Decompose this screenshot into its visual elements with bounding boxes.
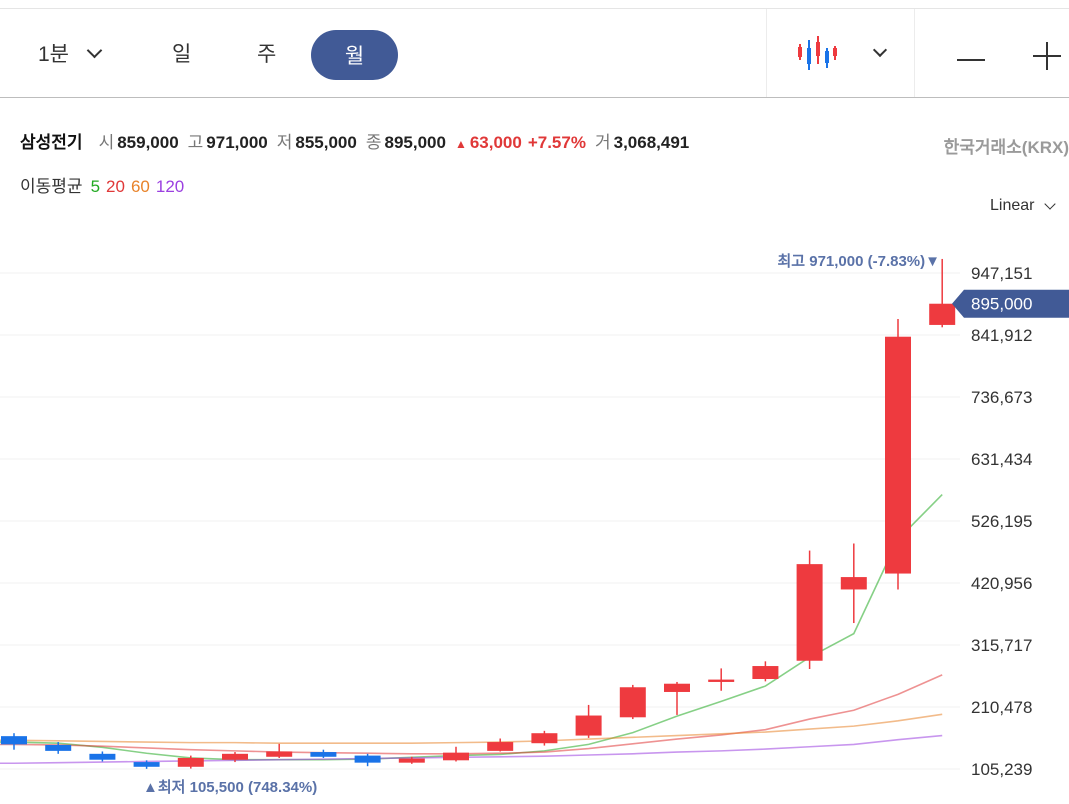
ma-line-60 [0,713,943,745]
ma-period-5: 5 [90,177,101,196]
current-price-label: 895,000 [971,295,1032,314]
candle-body [443,752,469,761]
candle-body [310,752,337,757]
timeframe-week-button[interactable]: 주 [257,43,277,66]
candle-body [796,564,823,661]
quote-summary: 삼성전기 시 859,000 고 971,000 저 855,000 종 895… [20,128,698,153]
candle-body [840,577,867,590]
candle-body [354,755,381,763]
candle-body [487,742,514,751]
candle-body [266,751,293,757]
timeframe-month-button[interactable]: 월 [311,30,398,80]
candle-body [619,687,646,718]
high-value: 971,000 [206,133,268,152]
close-value: 895,000 [384,133,446,152]
y-axis: 947,151 841,912 736,673 631,434 526,195 420,9… [971,264,1032,779]
y-tick-label: 526,195 [971,512,1032,531]
candle-body [885,336,911,574]
moving-average-legend[interactable]: 이동평균 5 20 60 120 [20,172,190,197]
candle-body [89,753,116,760]
y-tick-label: 210,478 [971,698,1032,717]
timeframe-day-button[interactable]: 일 [172,43,192,66]
low-marker-label: ▲최저 105,500 (748.34%) [143,778,317,796]
moving-average-label: 이동평균 [20,177,83,196]
volume-value: 3,068,491 [613,133,690,152]
high-label: 고 [187,133,204,152]
timeframe-minute-label: 1분 [38,43,69,66]
current-price-badge [952,289,1069,318]
ma-period-20: 20 [106,177,125,196]
change-value: 63,000 [469,133,522,152]
candle-body [45,744,72,751]
y-tick-label: 315,717 [971,636,1032,655]
candlestick-icon [798,36,837,70]
candle-body [575,715,602,736]
ma-line-120 [0,734,943,765]
close-label: 종 [365,133,382,152]
current-price-tag: 895,000 [952,289,1069,318]
high-marker-label: 최고 971,000 (-7.83%)▼ [777,252,940,270]
candle-body [929,303,956,325]
divider [766,9,767,97]
candle-body [398,758,425,763]
low-value: 855,000 [295,133,357,152]
up-triangle-icon: ▲ [454,137,467,151]
y-tick-label: 631,434 [971,450,1032,469]
scale-label: Linear [990,197,1035,214]
high-low-markers: 최고 971,000 (-7.83%)▼ ▲최저 105,500 (748.34%… [143,252,940,796]
candle-body [222,753,248,760]
y-tick-label: 947,151 [971,264,1032,283]
grid-lines [0,272,960,770]
candle-body [664,683,690,692]
candle-body [752,666,779,680]
stock-name: 삼성전기 [20,133,83,152]
timeframe-minute-dropdown[interactable]: 1분 [38,9,103,97]
y-tick-label: 420,956 [971,574,1032,593]
open-value: 859,000 [117,133,179,152]
volume-label: 거 [594,133,611,152]
candle-body [708,679,735,682]
zoom-in-button[interactable] [1033,42,1061,70]
candle-body [1,736,27,745]
scale-dropdown[interactable]: Linear [990,197,1057,215]
y-tick-label: 841,912 [971,326,1032,345]
timeframe-toolbar: 1분 일 주 월 [0,8,1069,98]
open-label: 시 [98,133,115,152]
candles [1,258,956,769]
candle-body [531,733,558,744]
ma-period-60: 60 [130,177,150,196]
y-tick-label: 105,239 [971,760,1032,779]
exchange-label: 한국거래소(KRX) [943,138,1069,157]
change-percent: +7.57% [527,133,586,152]
candle-body [133,762,160,767]
candle-body [177,757,204,767]
zoom-out-button[interactable] [957,59,985,61]
y-tick-label: 736,673 [971,388,1032,407]
ma-period-120: 120 [155,177,185,196]
divider [914,9,915,97]
low-label: 저 [276,133,293,152]
